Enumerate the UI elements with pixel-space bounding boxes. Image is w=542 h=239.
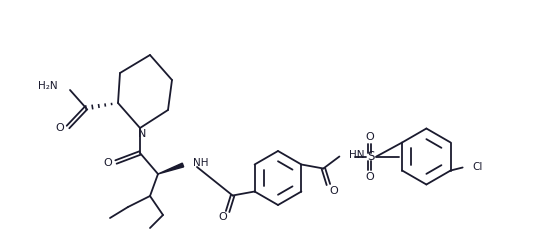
Text: O: O: [365, 172, 375, 181]
Text: O: O: [329, 185, 338, 196]
Text: N: N: [138, 129, 146, 139]
Text: O: O: [104, 158, 112, 168]
Text: S: S: [367, 150, 375, 163]
Text: H₂N: H₂N: [38, 81, 58, 91]
Text: Cl: Cl: [473, 162, 483, 172]
Text: O: O: [56, 123, 64, 133]
Text: O: O: [218, 212, 227, 223]
Text: NH: NH: [193, 158, 209, 168]
Polygon shape: [158, 163, 184, 174]
Text: O: O: [365, 131, 375, 141]
Text: HN: HN: [350, 151, 365, 161]
